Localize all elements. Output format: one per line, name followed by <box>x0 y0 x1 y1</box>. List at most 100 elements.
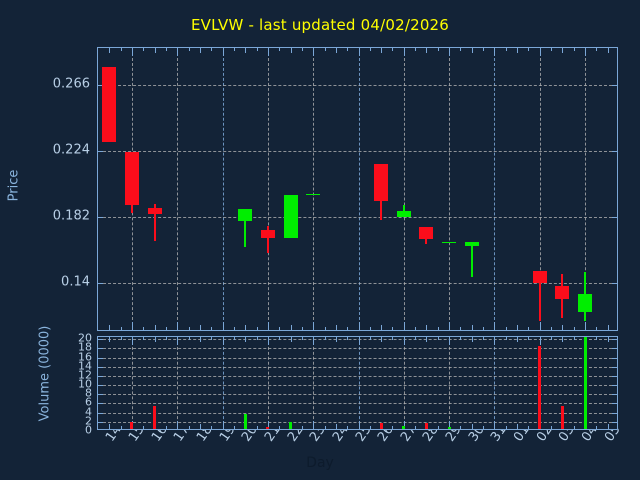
axis-tick <box>313 421 315 429</box>
gridline-horizontal <box>98 357 617 359</box>
axis-tick <box>335 48 337 53</box>
axis-tick <box>98 385 103 387</box>
axis-tick-minor <box>256 48 258 51</box>
axis-tick <box>358 322 360 330</box>
axis-tick-minor <box>528 337 530 340</box>
axis-tick <box>98 412 103 414</box>
axis-tick <box>245 325 247 330</box>
axis-tick-minor <box>573 337 575 340</box>
axis-tick <box>426 48 428 53</box>
volume-tick-label: 2 <box>85 414 92 428</box>
axis-tick <box>612 84 617 86</box>
volume-bar <box>583 337 587 429</box>
gridline-vertical <box>267 48 269 330</box>
axis-tick <box>585 322 587 330</box>
axis-tick-minor <box>415 426 417 429</box>
axis-tick <box>98 403 103 405</box>
axis-tick-minor <box>392 327 394 330</box>
axis-tick <box>98 151 103 152</box>
axis-tick <box>471 325 473 330</box>
axis-tick-minor <box>505 426 507 429</box>
axis-tick <box>199 48 201 53</box>
axis-tick-minor <box>143 48 145 51</box>
axis-tick-minor <box>505 327 507 330</box>
axis-tick-minor <box>437 48 439 51</box>
axis-tick <box>267 421 269 429</box>
axis-tick-minor <box>324 48 326 51</box>
candle-body <box>419 226 434 240</box>
candle-body <box>260 229 275 239</box>
axis-tick <box>539 337 541 345</box>
axis-tick-minor <box>460 48 462 51</box>
axis-tick-minor <box>301 48 303 51</box>
axis-tick <box>471 337 473 342</box>
axis-tick <box>612 339 617 341</box>
axis-tick-minor <box>483 327 485 330</box>
gridline-vertical <box>585 48 587 330</box>
axis-tick-minor <box>301 337 303 340</box>
axis-tick <box>313 337 315 345</box>
volume-bar <box>289 421 293 429</box>
axis-tick-minor <box>460 426 462 429</box>
gridline-vertical <box>131 337 133 429</box>
axis-tick <box>358 337 360 345</box>
axis-tick <box>449 421 451 429</box>
axis-tick-minor <box>528 48 530 51</box>
axis-tick-minor <box>188 426 190 429</box>
gridline-vertical <box>494 48 496 330</box>
volume-bar <box>447 426 451 429</box>
volume-bar <box>402 426 406 429</box>
axis-tick-minor <box>505 48 507 51</box>
axis-tick-minor <box>233 327 235 330</box>
gridline-vertical <box>222 48 224 330</box>
axis-tick-minor <box>143 337 145 340</box>
volume-bar <box>424 422 428 429</box>
volume-tick-label: 10 <box>78 377 92 391</box>
axis-tick <box>245 337 247 342</box>
volume-tick-label: 8 <box>85 386 92 400</box>
axis-tick-minor <box>415 48 417 51</box>
axis-tick-minor <box>551 426 553 429</box>
candle-body <box>238 208 253 221</box>
axis-tick <box>494 421 496 429</box>
candle-body <box>555 286 570 300</box>
axis-tick <box>607 325 609 330</box>
axis-tick <box>612 412 617 414</box>
gridline-vertical <box>449 48 451 330</box>
axis-tick <box>517 48 519 53</box>
axis-tick-minor <box>596 426 598 429</box>
axis-tick <box>607 337 609 342</box>
axis-tick <box>109 325 111 330</box>
gridline-horizontal <box>98 385 617 387</box>
axis-tick-minor <box>415 327 417 330</box>
axis-tick <box>517 337 519 342</box>
axis-tick-minor <box>369 48 371 51</box>
axis-tick-minor <box>483 48 485 51</box>
axis-tick <box>585 48 587 56</box>
x-axis-title-day: Day <box>306 455 334 471</box>
volume-tick-label: 4 <box>85 405 92 419</box>
axis-tick <box>98 348 103 350</box>
axis-tick-minor <box>120 426 122 429</box>
gridline-vertical <box>449 337 451 429</box>
gridline-horizontal <box>98 394 617 396</box>
axis-tick <box>222 337 224 345</box>
axis-tick <box>381 48 383 53</box>
axis-tick <box>612 217 617 219</box>
axis-tick <box>449 337 451 345</box>
axis-tick <box>222 48 224 56</box>
candle-wick <box>538 270 541 322</box>
price-axis-ticks <box>98 48 617 330</box>
axis-tick <box>267 322 269 330</box>
gridline-horizontal <box>98 151 617 152</box>
axis-tick <box>199 325 201 330</box>
axis-tick <box>335 424 337 429</box>
axis-tick <box>494 48 496 56</box>
axis-tick <box>335 325 337 330</box>
axis-tick-minor <box>165 327 167 330</box>
axis-tick-minor <box>188 337 190 340</box>
volume-bar <box>243 414 247 429</box>
axis-tick-minor <box>324 327 326 330</box>
axis-tick-minor <box>528 327 530 330</box>
